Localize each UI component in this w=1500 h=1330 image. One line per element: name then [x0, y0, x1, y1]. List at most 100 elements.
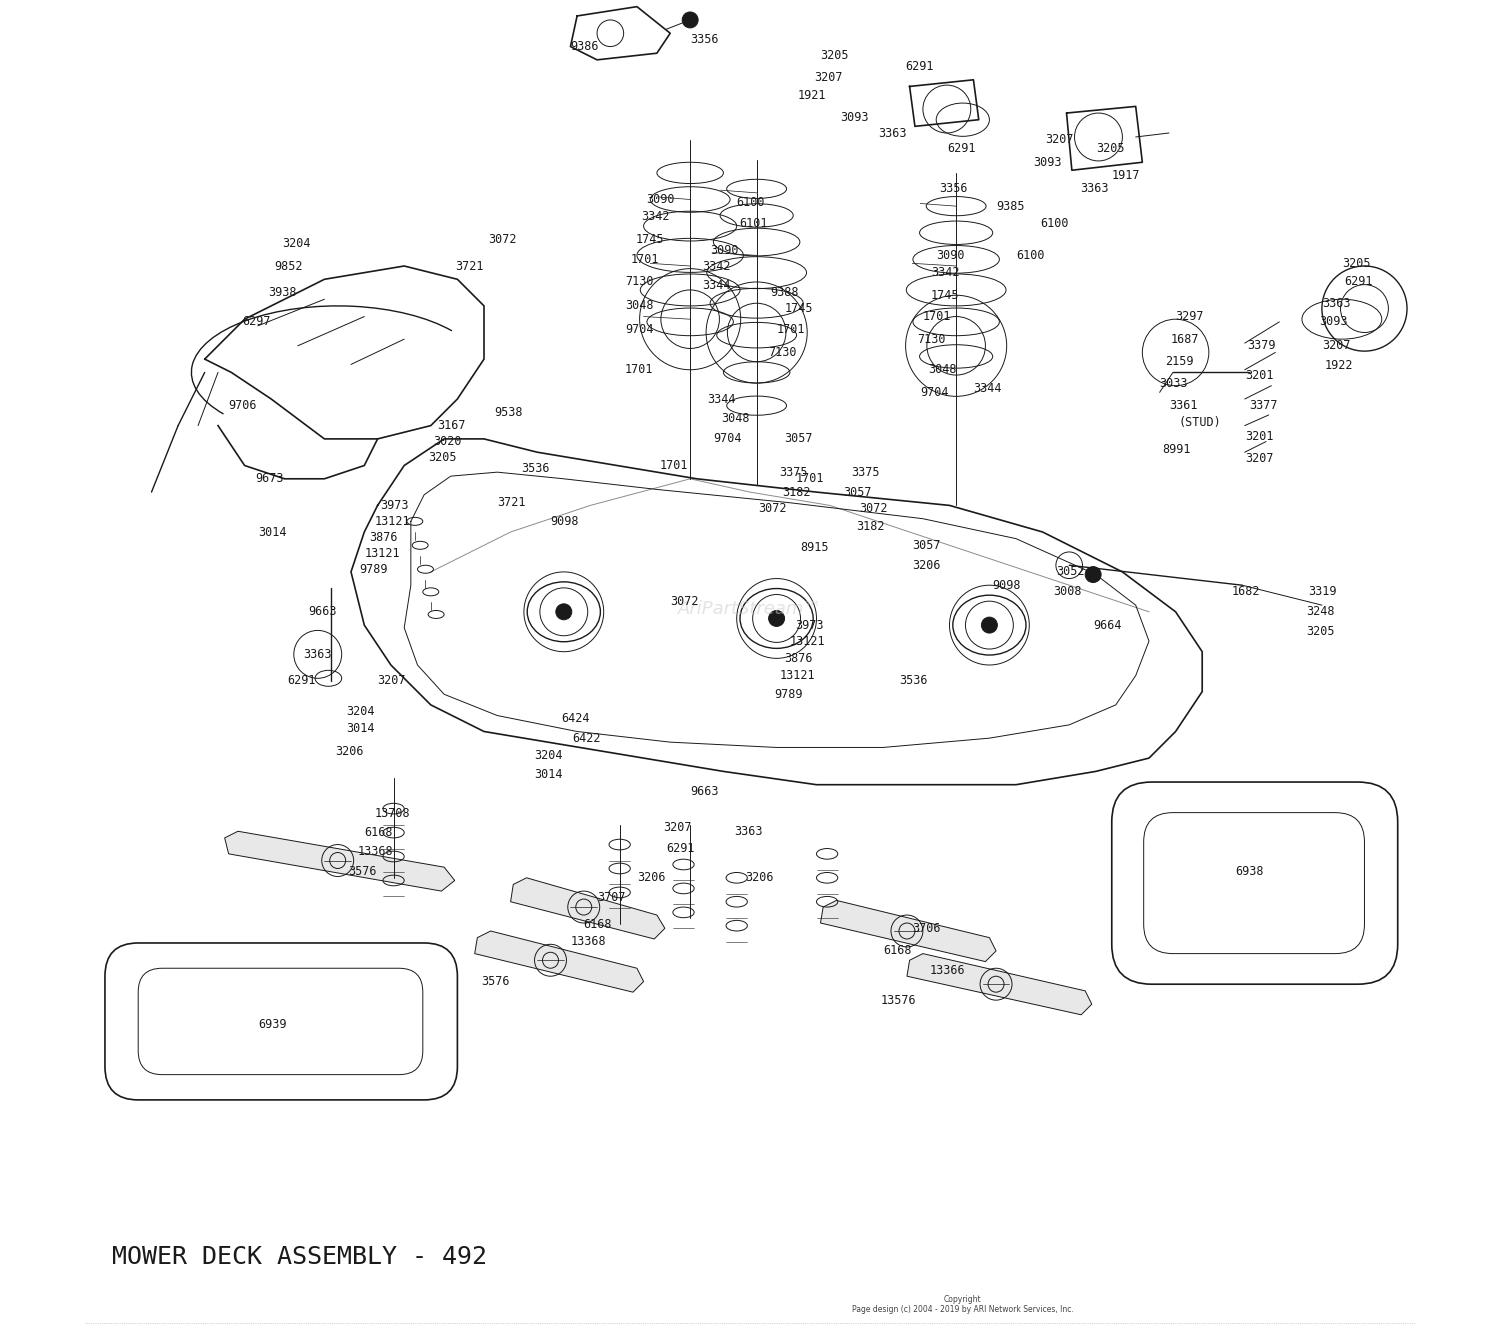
Text: 7130: 7130 [918, 332, 946, 346]
Text: 13368: 13368 [357, 845, 393, 858]
Text: 13121: 13121 [375, 515, 411, 528]
Text: 3973: 3973 [795, 618, 824, 632]
Text: 8991: 8991 [1162, 443, 1191, 456]
Text: 1687: 1687 [1170, 332, 1198, 346]
Text: 9852: 9852 [274, 259, 303, 273]
Text: 3207: 3207 [815, 70, 843, 84]
Text: 3201: 3201 [1245, 430, 1274, 443]
Text: 9098: 9098 [550, 515, 579, 528]
Polygon shape [821, 900, 996, 962]
Text: 9706: 9706 [228, 399, 256, 412]
Text: 3207: 3207 [1245, 452, 1274, 466]
Text: 6168: 6168 [584, 918, 612, 931]
Text: 3093: 3093 [840, 110, 868, 124]
Text: 3072: 3072 [859, 501, 888, 515]
Text: 6291: 6291 [1344, 275, 1372, 289]
Text: 9789: 9789 [358, 563, 387, 576]
Text: 9673: 9673 [255, 472, 284, 485]
Text: 9789: 9789 [774, 688, 802, 701]
Text: 7130: 7130 [768, 346, 796, 359]
Text: 3204: 3204 [345, 705, 374, 718]
Text: 1701: 1701 [626, 363, 654, 376]
Text: 6291: 6291 [286, 674, 315, 688]
Text: 9663: 9663 [309, 605, 338, 618]
Text: 1745: 1745 [784, 302, 813, 315]
Text: 3206: 3206 [334, 745, 363, 758]
Text: 3707: 3707 [597, 891, 626, 904]
Text: 3057: 3057 [912, 539, 940, 552]
Text: 3973: 3973 [381, 499, 410, 512]
Circle shape [981, 617, 998, 633]
Text: 3344: 3344 [974, 382, 1002, 395]
Text: 6424: 6424 [561, 712, 590, 725]
Text: 3048: 3048 [928, 363, 957, 376]
Text: 3014: 3014 [534, 767, 562, 781]
Text: 8915: 8915 [801, 541, 830, 555]
Text: 9704: 9704 [920, 386, 948, 399]
Text: 3033: 3033 [1160, 376, 1188, 390]
Text: 3536: 3536 [898, 674, 927, 688]
Text: 3356: 3356 [939, 182, 968, 196]
Text: 13368: 13368 [570, 935, 606, 948]
Text: 3207: 3207 [1322, 339, 1350, 352]
Text: 6291: 6291 [906, 60, 934, 73]
Text: 3093: 3093 [1034, 156, 1062, 169]
Text: 6422: 6422 [572, 732, 600, 745]
Text: 1701: 1701 [660, 459, 688, 472]
Text: 3876: 3876 [784, 652, 813, 665]
Text: 3363: 3363 [734, 825, 762, 838]
Text: Copyright
Page design (c) 2004 - 2019 by ARI Network Services, Inc.: Copyright Page design (c) 2004 - 2019 by… [852, 1294, 1074, 1314]
Text: 3205: 3205 [821, 49, 849, 63]
Text: 3090: 3090 [646, 193, 675, 206]
Text: 1745: 1745 [932, 289, 960, 302]
Text: 6168: 6168 [884, 944, 912, 958]
Text: 3167: 3167 [438, 419, 466, 432]
Text: 3363: 3363 [303, 648, 332, 661]
Text: 3375: 3375 [850, 465, 879, 479]
Text: 3721: 3721 [454, 259, 483, 273]
Text: 1701: 1701 [777, 323, 806, 336]
Text: 3052: 3052 [1056, 565, 1084, 579]
Text: 13121: 13121 [790, 634, 825, 648]
Text: 3057: 3057 [784, 432, 813, 446]
Text: 3576: 3576 [348, 864, 376, 878]
Text: 3020: 3020 [433, 435, 462, 448]
Text: 9663: 9663 [690, 785, 718, 798]
Text: 3356: 3356 [690, 33, 718, 47]
Text: 6100: 6100 [736, 196, 765, 209]
Text: 3342: 3342 [932, 266, 960, 279]
Text: 3721: 3721 [498, 496, 526, 509]
Text: 13576: 13576 [880, 994, 916, 1007]
Text: 9664: 9664 [1094, 618, 1122, 632]
Text: 3706: 3706 [912, 922, 940, 935]
Text: 6101: 6101 [740, 217, 768, 230]
Text: 6100: 6100 [1016, 249, 1044, 262]
Text: 3363: 3363 [1080, 182, 1108, 196]
Text: 13708: 13708 [375, 807, 411, 821]
Text: (STUD): (STUD) [1179, 416, 1221, 430]
Text: 3048: 3048 [626, 299, 654, 313]
Text: 3204: 3204 [534, 749, 562, 762]
Text: 3938: 3938 [268, 286, 297, 299]
Text: 3072: 3072 [758, 501, 786, 515]
Text: 3014: 3014 [258, 525, 286, 539]
Text: 9704: 9704 [626, 323, 654, 336]
Text: 1682: 1682 [1232, 585, 1260, 598]
Text: 3206: 3206 [912, 559, 940, 572]
Text: 3057: 3057 [843, 485, 872, 499]
Text: 3090: 3090 [710, 243, 738, 257]
Text: 3204: 3204 [282, 237, 310, 250]
Circle shape [556, 604, 572, 620]
Text: 3536: 3536 [520, 462, 549, 475]
Text: 3207: 3207 [378, 674, 406, 688]
Text: 6168: 6168 [364, 826, 393, 839]
Text: 3363: 3363 [1322, 297, 1350, 310]
Text: 6291: 6291 [946, 142, 975, 156]
Text: 3048: 3048 [720, 412, 748, 426]
Text: 1701: 1701 [795, 472, 824, 485]
Text: 9538: 9538 [495, 406, 524, 419]
Text: 3072: 3072 [488, 233, 516, 246]
Text: 1701: 1701 [922, 310, 951, 323]
Text: 1922: 1922 [1324, 359, 1353, 372]
Text: 1701: 1701 [630, 253, 658, 266]
